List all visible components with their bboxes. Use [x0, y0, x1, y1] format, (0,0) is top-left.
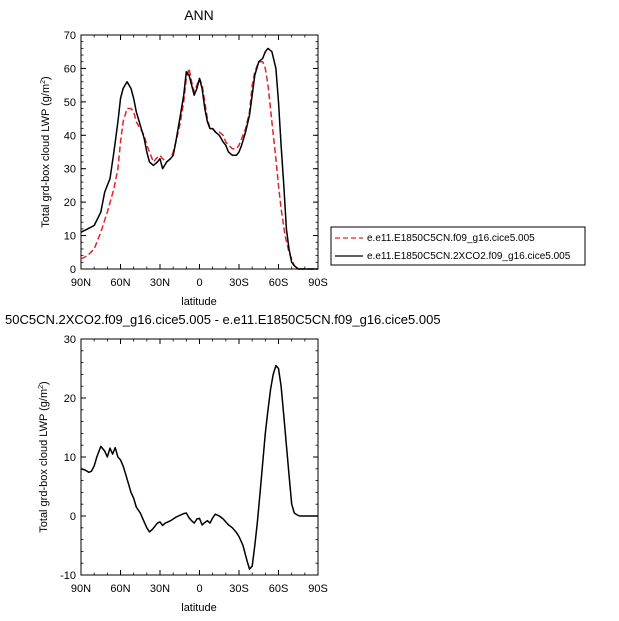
series-line-1 [80, 47, 318, 270]
x-tick-label: 60S [269, 583, 289, 595]
legend-label-2xco2: e.e11.E1850C5CN.2XCO2.f09_g16.cice5.005 [367, 251, 571, 262]
chart-bottom: 50C5CN.2XCO2.f09_g16.cice5.005 - e.e11.E… [5, 312, 441, 614]
chart-bottom-ylabel: Total grd-box cloud LWP (g/m2) [38, 381, 50, 532]
x-tick-label: 0 [196, 583, 202, 595]
y-tick-label: 0 [70, 264, 76, 276]
x-tick-label: 90N [71, 277, 91, 289]
x-tick-label: 30N [150, 583, 170, 595]
series-line-0 [80, 364, 318, 570]
chart-top-legend: e.e11.E1850C5CN.f09_g16.cice5.005 e.e11.… [330, 226, 586, 266]
series-line-0 [80, 60, 318, 270]
y-tick-label: -10 [60, 570, 76, 582]
y-tick-label: 0 [70, 511, 76, 523]
y-tick-label: 50 [64, 97, 76, 109]
y-tick-label: 40 [64, 130, 76, 142]
x-tick-label: 60N [110, 583, 130, 595]
x-tick-label: 0 [196, 277, 202, 289]
y-tick-label: 70 [64, 30, 76, 42]
y-tick-label: 10 [64, 452, 76, 464]
x-tick-label: 30S [229, 277, 249, 289]
x-tick-label: 30S [229, 583, 249, 595]
y-tick-label: 30 [64, 334, 76, 346]
legend-frame [330, 226, 586, 266]
chart-top-series [80, 47, 318, 270]
x-tick-label: 90S [308, 277, 328, 289]
chart-bottom-series [80, 364, 318, 570]
chart-bottom-title: 50C5CN.2XCO2.f09_g16.cice5.005 - e.e11.E… [5, 312, 441, 327]
chart-bottom-xlabel: latitude [181, 602, 216, 614]
chart-top-frame [80, 34, 319, 270]
y-tick-label: 30 [64, 164, 76, 176]
chart-bottom-y-axis: -10 0 10 20 30 [60, 334, 318, 582]
chart-bottom-x-axis: 90N 60N 30N 0 30S 60S 90S [71, 339, 328, 595]
y-tick-label: 20 [64, 393, 76, 405]
y-tick-label: 60 [64, 63, 76, 75]
chart-bottom-frame [80, 338, 319, 576]
x-tick-label: 90N [71, 583, 91, 595]
chart-top-title: ANN [184, 7, 214, 23]
y-tick-label: 20 [64, 197, 76, 209]
x-tick-label: 90S [308, 583, 328, 595]
chart-top-ylabel: Total grd-box cloud LWP (g/m2) [40, 76, 52, 227]
x-tick-label: 60N [110, 277, 130, 289]
chart-top-xlabel: latitude [181, 296, 216, 308]
x-tick-label: 30N [150, 277, 170, 289]
chart-top-y-axis: 0 10 20 30 40 50 60 70 [64, 30, 318, 276]
x-tick-label: 60S [269, 277, 289, 289]
y-tick-label: 10 [64, 231, 76, 243]
legend-label-control: e.e11.E1850C5CN.f09_g16.cice5.005 [367, 233, 535, 244]
